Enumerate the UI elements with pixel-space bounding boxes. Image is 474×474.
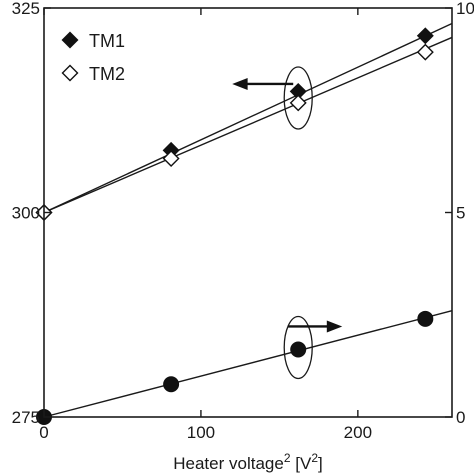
fit-line-tm1 [43, 22, 453, 214]
data-point-tm2 [289, 94, 307, 112]
annotation-arrow-head-left [232, 77, 248, 90]
legend: TM1 TM2 [61, 31, 125, 84]
y-right-tick-label: 10 [456, 0, 474, 18]
fit-line-tm2 [43, 36, 453, 214]
x-tick-label: 200 [344, 423, 372, 442]
fit-line-series-3 [43, 309, 453, 418]
data-point-tm2 [416, 43, 434, 61]
x-tick-label: 100 [187, 423, 215, 442]
y-left-tick-label: 325 [12, 0, 40, 18]
legend-label-tm1: TM1 [89, 31, 125, 51]
data-point-series-3 [290, 341, 307, 358]
y-right-tick-label: 0 [456, 408, 465, 427]
data-point-series-3 [163, 376, 180, 393]
x-axis-label: Heater voltage2 [V2] [173, 451, 322, 473]
y-left-tick-label: 300 [12, 204, 40, 223]
legend-marker-tm2 [61, 64, 79, 82]
y-right-tick-label: 5 [456, 204, 465, 223]
annotation-arrow-head-right [326, 320, 343, 333]
data-point-series-3 [417, 310, 434, 327]
x-tick-label: 0 [39, 423, 48, 442]
y-left-tick-label: 275 [12, 408, 40, 427]
data-point-tm2 [162, 150, 180, 168]
annotation-ellipse-left [283, 66, 313, 130]
annotation-ellipse-right [283, 315, 313, 380]
legend-marker-tm1 [61, 31, 79, 49]
legend-label-tm2: TM2 [89, 64, 125, 84]
data-point-tm1 [416, 27, 434, 45]
